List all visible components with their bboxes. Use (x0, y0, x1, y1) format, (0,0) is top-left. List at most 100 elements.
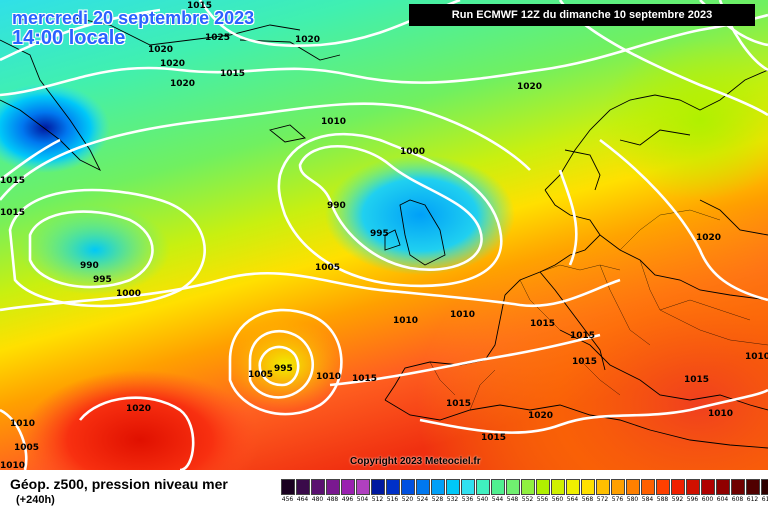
bottom-bar: Géop. z500, pression niveau mer (+240h) … (0, 470, 768, 512)
legend-swatch (490, 479, 505, 495)
isobar-label: 1015 (481, 433, 506, 443)
legend-value: 524 (416, 496, 429, 503)
map-title: mercredi 20 septembre 2023 14:00 locale (12, 8, 254, 48)
legend-cell: 456 (280, 479, 295, 503)
country-borders (429, 209, 768, 411)
isobar-label: 995 (93, 275, 112, 285)
legend-cell: 524 (415, 479, 430, 503)
legend-swatch (700, 479, 715, 495)
legend-cell: 540 (475, 479, 490, 503)
legend-cell: 580 (625, 479, 640, 503)
isobar-label: 995 (274, 364, 293, 374)
legend-swatch (460, 479, 475, 495)
legend-value: 596 (686, 496, 699, 503)
isobar-label: 1015 (0, 176, 25, 186)
isobars (0, 0, 768, 470)
legend-swatch (640, 479, 655, 495)
isobar-label: 990 (327, 201, 346, 211)
isobar-label: 1020 (517, 82, 542, 92)
legend-value: 532 (446, 496, 459, 503)
legend-cell: 564 (565, 479, 580, 503)
forecast-time: 14:00 locale (12, 27, 126, 49)
legend-cell: 616 (760, 479, 768, 503)
legend-value: 496 (341, 496, 354, 503)
isobar-label: 1020 (295, 35, 320, 45)
isobar-label: 1015 (684, 375, 709, 385)
legend-value: 504 (356, 496, 369, 503)
isobar-label: 990 (80, 261, 99, 271)
legend-value: 588 (656, 496, 669, 503)
nordic-green-area (600, 40, 768, 200)
legend-cell: 488 (325, 479, 340, 503)
isobar-label: 1010 (393, 316, 418, 326)
isobar-label: 1005 (248, 370, 273, 380)
legend-value: 612 (746, 496, 759, 503)
legend-value: 600 (701, 496, 714, 503)
legend-swatch (325, 479, 340, 495)
legend-cell: 480 (310, 479, 325, 503)
legend-cell: 512 (370, 479, 385, 503)
isobar-label: 1015 (352, 374, 377, 384)
legend-cell: 544 (490, 479, 505, 503)
weather-map: 1015 1020 1025 1020 1020 1015 1020 1020 … (0, 0, 768, 470)
legend-value: 580 (626, 496, 639, 503)
isobar-label: 1010 (316, 372, 341, 382)
legend-value: 464 (296, 496, 309, 503)
isobar-label: 1020 (170, 79, 195, 89)
legend-swatch (625, 479, 640, 495)
run-info: Run ECMWF 12Z du dimanche 10 septembre 2… (409, 4, 755, 26)
isobar-label: 1010 (321, 117, 346, 127)
isobar-label: 1005 (14, 443, 39, 453)
legend-value: 576 (611, 496, 624, 503)
legend-swatch (280, 479, 295, 495)
legend-value: 584 (641, 496, 654, 503)
legend-cell: 600 (700, 479, 715, 503)
legend-swatch (310, 479, 325, 495)
legend-cell: 596 (685, 479, 700, 503)
legend-swatch (340, 479, 355, 495)
legend-value: 564 (566, 496, 579, 503)
legend-swatch (760, 479, 768, 495)
legend-swatch (745, 479, 760, 495)
isobar-label: 1015 (446, 399, 471, 409)
legend-value: 540 (476, 496, 489, 503)
legend-swatch (685, 479, 700, 495)
high-pressure-area-sw (20, 370, 260, 470)
legend-value: 512 (371, 496, 384, 503)
low-pressure-area-uk (325, 155, 515, 275)
product-title: Géop. z500, pression niveau mer (10, 476, 228, 492)
legend-value: 568 (581, 496, 594, 503)
legend-value: 520 (401, 496, 414, 503)
legend-value: 516 (386, 496, 399, 503)
legend-value: 528 (431, 496, 444, 503)
legend-swatch (385, 479, 400, 495)
isobar-label: 1015 (530, 319, 555, 329)
legend-cell: 504 (355, 479, 370, 503)
legend-value: 560 (551, 496, 564, 503)
legend-cell: 612 (745, 479, 760, 503)
isobar-label: 1000 (116, 289, 141, 299)
legend-value: 608 (731, 496, 744, 503)
legend-swatch (670, 479, 685, 495)
legend-swatch (445, 479, 460, 495)
legend-value: 544 (491, 496, 504, 503)
legend-value: 556 (536, 496, 549, 503)
isobar-label: 1015 (220, 69, 245, 79)
forecast-date: mercredi 20 septembre 2023 (12, 8, 255, 28)
legend-cell: 516 (385, 479, 400, 503)
low-pressure-area-atlantic (20, 205, 170, 295)
isobar-label: 1000 (400, 147, 425, 157)
legend-value: 536 (461, 496, 474, 503)
legend-value: 552 (521, 496, 534, 503)
legend-cell: 552 (520, 479, 535, 503)
legend-cell: 528 (430, 479, 445, 503)
legend-value: 488 (326, 496, 339, 503)
isobar-label: 1015 (572, 357, 597, 367)
isobar-label: 1025 (205, 33, 230, 43)
legend-swatch (550, 479, 565, 495)
isobar-label: 1010 (0, 461, 25, 470)
legend-cell: 556 (535, 479, 550, 503)
legend-value: 548 (506, 496, 519, 503)
legend-cell: 560 (550, 479, 565, 503)
isobar-label: 1010 (450, 310, 475, 320)
